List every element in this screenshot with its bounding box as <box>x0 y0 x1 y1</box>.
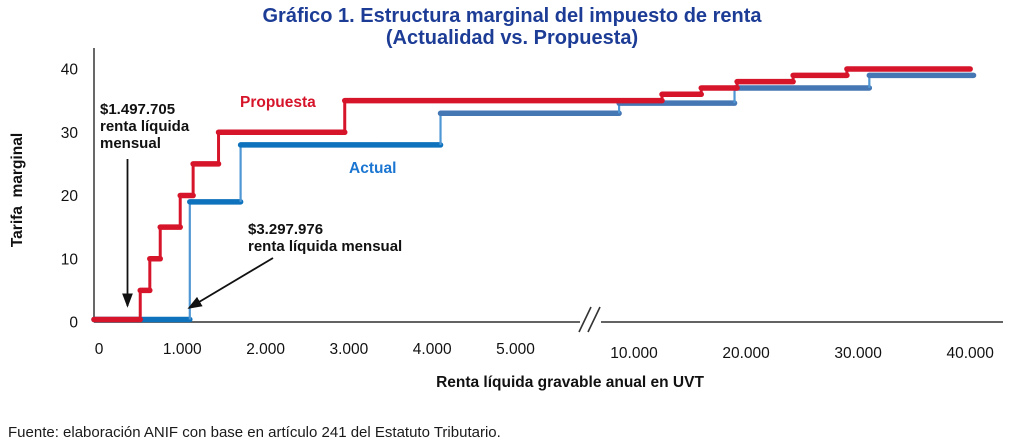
axis-break-slash <box>587 306 601 333</box>
x-tick-label: 5.000 <box>496 341 535 358</box>
x-axis-title: Renta líquida gravable anual en UVT <box>436 374 704 391</box>
series-propuesta-line <box>91 66 973 323</box>
series-label-actual: Actual <box>349 160 397 177</box>
axis-break-slash <box>578 306 592 333</box>
annotation-line: $1.497.705 <box>100 101 176 118</box>
x-tick-label: 10.000 <box>610 345 658 362</box>
x-tick-label: 40.000 <box>946 345 994 362</box>
chart-title-line1: Gráfico 1. Estructura marginal del impue… <box>262 5 762 27</box>
y-tick-label: 10 <box>61 251 79 268</box>
y-tick-label: 0 <box>69 315 78 332</box>
x-tick-label: 30.000 <box>834 345 882 362</box>
series-label-propuesta: Propuesta <box>240 94 316 111</box>
annotation-second-threshold: $3.297.976 renta líquida mensual <box>248 221 402 255</box>
y-axis-title: Tarifa marginal <box>9 132 26 248</box>
source-note: Fuente: elaboración ANIF con base en art… <box>8 424 501 441</box>
annotation-line: $3.297.976 <box>248 221 324 238</box>
x-tick-label: 1.000 <box>163 341 202 358</box>
annotation-line: renta líquida <box>100 118 190 135</box>
chart-title-line2: (Actualidad vs. Propuesta) <box>385 27 639 49</box>
annotation-line: renta líquida mensual <box>248 238 403 255</box>
x-tick-label: 2.000 <box>246 341 285 358</box>
x-tick-label: 3.000 <box>330 341 369 358</box>
x-tick-label: 0 <box>95 341 104 358</box>
series-actual-line <box>91 72 977 323</box>
y-tick-label: 40 <box>61 62 79 79</box>
annotation-first-threshold: $1.497.705 renta líquida mensual <box>100 101 189 152</box>
annotation-line: mensual <box>100 135 161 152</box>
y-tick-label: 20 <box>61 188 79 205</box>
x-tick-label: 4.000 <box>413 341 452 358</box>
y-tick-label: 30 <box>61 125 79 142</box>
x-tick-label: 20.000 <box>722 345 770 362</box>
chart-title: Gráfico 1. Estructura marginal del impue… <box>0 5 1024 49</box>
annotation-arrow-second-threshold <box>187 257 274 309</box>
